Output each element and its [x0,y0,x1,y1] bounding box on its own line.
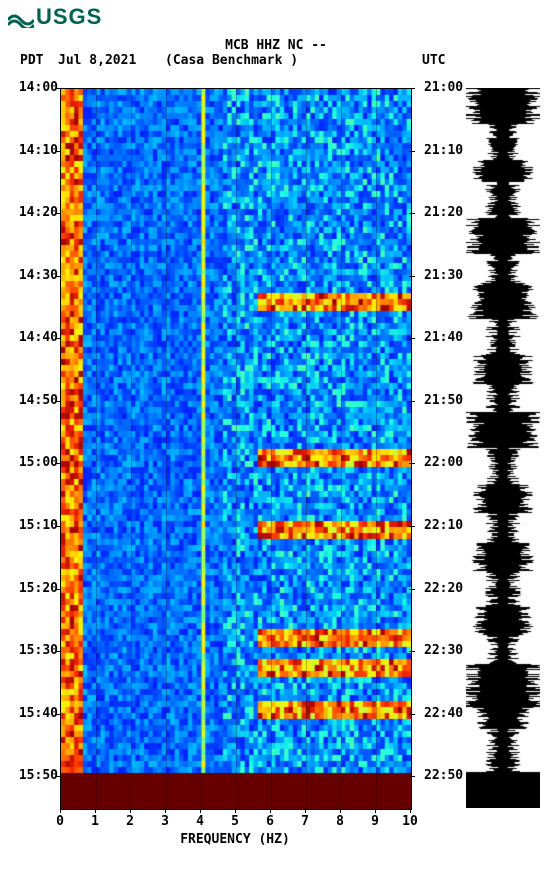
freq-tick-mark [235,808,236,813]
left-tick-label: 15:20 [12,581,58,596]
right-tick-label: 21:30 [424,268,463,283]
right-tick-mark [409,589,415,590]
right-tick-label: 21:20 [424,205,463,220]
freq-tick-label: 9 [371,814,379,829]
left-tick-label: 14:00 [12,80,58,95]
waveform-canvas [466,88,540,808]
freq-tick-mark [410,808,411,813]
right-tick-label: 21:40 [424,330,463,345]
freq-tick-label: 2 [126,814,134,829]
right-tick-mark [409,338,415,339]
station-desc: (Casa Benchmark ) [165,53,298,68]
freq-tick-label: 10 [402,814,418,829]
freq-tick-mark [340,808,341,813]
freq-tick-label: 4 [196,814,204,829]
grid-line [236,89,237,809]
right-tick-mark [409,151,415,152]
grid-line [376,89,377,809]
grid-line [131,89,132,809]
left-time-axis: 14:0014:1014:2014:3014:4014:5015:0015:10… [12,88,60,808]
freq-tick-mark [130,808,131,813]
right-tick-label: 21:50 [424,393,463,408]
freq-tick-label: 0 [56,814,64,829]
grid-line [96,89,97,809]
right-tick-mark [409,714,415,715]
grid-line [271,89,272,809]
freq-tick-mark [165,808,166,813]
grid-line [306,89,307,809]
right-tick-label: 22:50 [424,768,463,783]
right-tick-mark [409,276,415,277]
tz-right: UTC [422,53,445,68]
left-tick-label: 14:50 [12,393,58,408]
right-tick-label: 22:00 [424,455,463,470]
spectrogram [60,88,412,810]
right-tick-label: 22:20 [424,581,463,596]
logo-text: USGS [36,4,102,30]
frequency-axis-label: FREQUENCY (HZ) [60,832,410,847]
left-tick-label: 15:00 [12,455,58,470]
wave-icon [8,6,34,28]
left-tick-label: 15:10 [12,518,58,533]
left-tick-label: 15:40 [12,706,58,721]
right-time-axis: 21:0021:1021:2021:3021:4021:5022:0022:10… [410,88,458,808]
freq-tick-label: 3 [161,814,169,829]
left-tick-label: 15:50 [12,768,58,783]
freq-tick-mark [95,808,96,813]
plot-area: 14:0014:1014:2014:3014:4014:5015:0015:10… [12,88,540,858]
left-tick-label: 14:30 [12,268,58,283]
freq-tick-mark [200,808,201,813]
freq-tick-label: 5 [231,814,239,829]
right-tick-label: 22:30 [424,643,463,658]
left-tick-label: 15:30 [12,643,58,658]
freq-tick-label: 7 [301,814,309,829]
freq-tick-mark [60,808,61,813]
grid-line [341,89,342,809]
usgs-logo: USGS [8,4,102,30]
right-tick-mark [409,776,415,777]
freq-tick-mark [375,808,376,813]
right-tick-mark [409,651,415,652]
left-tick-label: 14:40 [12,330,58,345]
right-tick-label: 22:40 [424,706,463,721]
right-tick-mark [409,463,415,464]
right-tick-mark [409,401,415,402]
freq-tick-label: 8 [336,814,344,829]
right-tick-mark [409,526,415,527]
freq-tick-label: 6 [266,814,274,829]
right-tick-mark [409,213,415,214]
left-tick-label: 14:20 [12,205,58,220]
freq-tick-mark [305,808,306,813]
left-tick-label: 14:10 [12,143,58,158]
grid-line [166,89,167,809]
tz-left: PDT [20,53,43,68]
right-tick-label: 21:10 [424,143,463,158]
waveform-panel [466,88,540,808]
station-title: MCB HHZ NC -- [0,38,552,53]
grid-line [201,89,202,809]
freq-tick-label: 1 [91,814,99,829]
right-tick-mark [409,88,415,89]
right-tick-label: 22:10 [424,518,463,533]
freq-tick-mark [270,808,271,813]
right-tick-label: 21:00 [424,80,463,95]
date: Jul 8,2021 [58,53,136,68]
